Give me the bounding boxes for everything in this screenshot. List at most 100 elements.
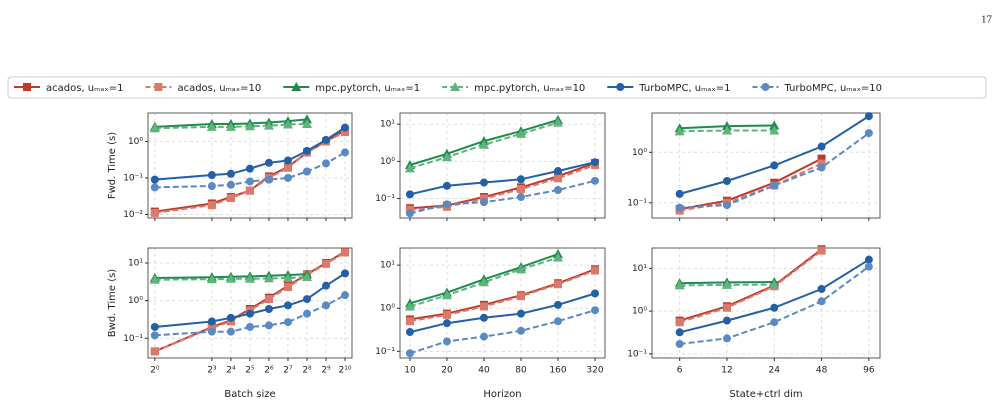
- legend-label: mpc.pytorch, uₘₐₓ=1: [315, 83, 420, 94]
- legend-label: mpc.pytorch, uₘₐₓ=10: [474, 83, 585, 94]
- marker: [322, 159, 331, 168]
- page-number: 17: [981, 14, 993, 26]
- marker: [206, 274, 217, 284]
- marker: [263, 273, 274, 283]
- marker: [405, 317, 414, 326]
- marker: [264, 321, 273, 330]
- x-tick-label: 48: [816, 366, 828, 376]
- legend-label: TurboMPC, uₘₐₓ=10: [783, 83, 882, 94]
- marker: [770, 303, 779, 312]
- marker: [207, 317, 216, 326]
- marker: [301, 272, 312, 282]
- marker: [405, 209, 414, 218]
- marker: [674, 126, 685, 136]
- marker: [817, 154, 826, 163]
- marker: [864, 255, 873, 264]
- marker: [442, 310, 451, 319]
- panel: 10⁻¹ 10⁰ 10¹: [375, 112, 606, 221]
- x-tick-label: 2³: [207, 366, 217, 376]
- marker: [207, 182, 216, 191]
- marker: [226, 194, 235, 203]
- series-line: [154, 294, 346, 337]
- x-tick-label: 2⁵: [245, 366, 255, 376]
- marker: [150, 208, 159, 217]
- x-tick-label: 12: [721, 366, 732, 376]
- marker: [516, 185, 525, 194]
- panel: 10⁻² 10⁻¹ 10⁰ Fwd. Time (s): [107, 112, 353, 221]
- marker: [675, 189, 684, 198]
- marker: [864, 262, 873, 271]
- marker: [722, 201, 731, 210]
- marker: [864, 129, 873, 138]
- panel: 10⁻¹ 10⁰: [627, 112, 881, 221]
- series-line: [409, 292, 596, 334]
- marker: [553, 167, 562, 176]
- marker: [769, 279, 780, 289]
- marker: [264, 158, 273, 167]
- series-line: [409, 162, 596, 210]
- marker: [206, 121, 217, 131]
- legend-box: [7, 76, 987, 99]
- marker: [590, 289, 599, 298]
- x-axis-label: State+ctrl dim: [729, 389, 802, 400]
- marker: [282, 272, 293, 282]
- marker: [226, 180, 235, 189]
- x-tick-label: 10: [404, 366, 416, 376]
- marker: [590, 266, 599, 275]
- marker: [442, 181, 451, 190]
- x-tick-label: 2⁹: [321, 366, 331, 376]
- marker: [264, 295, 273, 304]
- marker: [479, 302, 488, 311]
- x-tick-label: 96: [863, 366, 875, 376]
- marker: [226, 313, 235, 322]
- marker: [770, 318, 779, 327]
- marker: [282, 119, 293, 129]
- marker: [341, 128, 350, 137]
- marker: [341, 269, 350, 278]
- x-tick-label: 40: [478, 366, 490, 376]
- marker: [864, 112, 873, 121]
- marker: [150, 183, 159, 192]
- marker: [770, 161, 779, 170]
- marker: [149, 274, 160, 284]
- legend-label: TurboMPC, uₘₐₓ=1: [638, 83, 730, 94]
- marker: [817, 142, 826, 151]
- marker: [769, 125, 780, 135]
- marker: [302, 295, 311, 304]
- marker: [283, 283, 292, 292]
- marker: [150, 322, 159, 331]
- marker: [516, 193, 525, 202]
- marker: [552, 117, 563, 127]
- marker: [516, 326, 525, 335]
- marker: [226, 327, 235, 336]
- y-tick-label: 10⁰: [380, 157, 395, 167]
- marker: [721, 279, 732, 289]
- marker: [404, 163, 415, 173]
- marker: [322, 135, 331, 144]
- marker: [341, 148, 350, 157]
- marker: [553, 280, 562, 289]
- marker: [722, 316, 731, 325]
- series-line: [154, 251, 346, 353]
- marker: [516, 309, 525, 318]
- marker: [291, 82, 302, 91]
- marker: [150, 175, 159, 184]
- marker: [154, 83, 163, 91]
- marker: [590, 306, 599, 315]
- y-axis-label: Bwd. Time (s): [107, 269, 118, 338]
- y-tick-label: 10⁰: [128, 137, 143, 147]
- marker: [770, 181, 779, 190]
- y-tick-label: 10⁰: [128, 296, 143, 306]
- x-tick-label: 80: [515, 366, 527, 376]
- marker: [674, 280, 685, 290]
- x-axis-label: Horizon: [483, 389, 521, 400]
- series-line: [679, 157, 823, 211]
- marker: [302, 167, 311, 176]
- y-tick-label: 10⁰: [632, 307, 647, 317]
- x-tick-label: 24: [769, 366, 781, 376]
- marker: [817, 284, 826, 293]
- x-tick-label: 2⁴: [226, 366, 236, 376]
- marker: [675, 328, 684, 337]
- marker: [245, 177, 254, 186]
- marker: [149, 123, 160, 133]
